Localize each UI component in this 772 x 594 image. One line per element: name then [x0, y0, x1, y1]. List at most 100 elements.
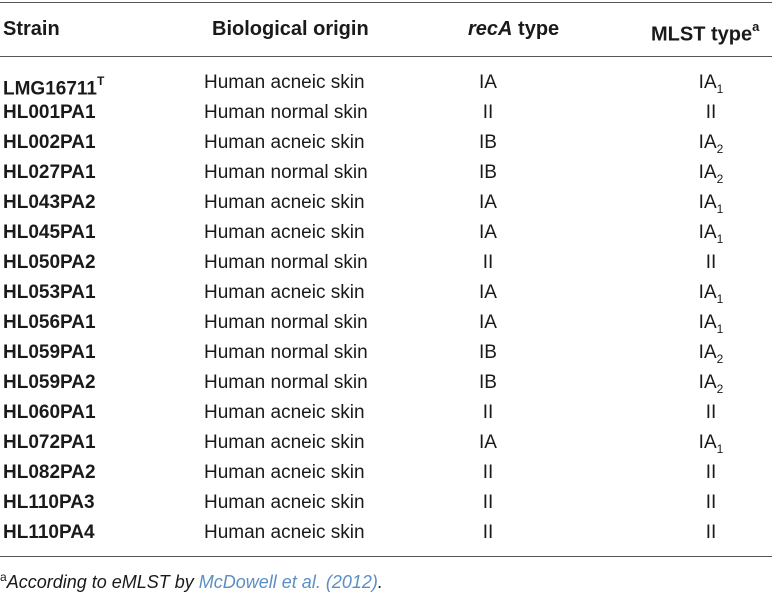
type-strain-mark: T — [97, 74, 105, 88]
mlst-subscript: 1 — [716, 442, 724, 456]
cell-strain: HL027PA1 — [3, 158, 96, 188]
mlst-value: IA — [698, 222, 717, 243]
cell-strain: HL001PA1 — [3, 98, 96, 128]
cell-mlst-type: IA2 — [681, 128, 741, 159]
strain-name: HL110PA4 — [3, 522, 95, 543]
cell-strain: HL082PA2 — [3, 458, 96, 488]
cell-reca-type: II — [482, 102, 494, 123]
cell-strain: HL002PA1 — [3, 128, 96, 158]
cell-mlst-type: IA1 — [681, 218, 741, 249]
strain-name: HL002PA1 — [3, 132, 96, 153]
strain-name: HL027PA1 — [3, 162, 96, 183]
header-reca-suffix: type — [512, 18, 560, 40]
mlst-value: II — [705, 492, 717, 513]
cell-mlst-type: II — [681, 458, 741, 488]
cell-mlst-type: IA1 — [681, 188, 741, 219]
cell-mlst-type: II — [681, 398, 741, 428]
cell-reca-type: II — [482, 522, 494, 543]
cell-strain: HL056PA1 — [3, 308, 96, 338]
cell-biological-origin: Human acneic skin — [204, 192, 365, 213]
cell-reca-type: IA — [479, 282, 497, 303]
cell-biological-origin: Human acneic skin — [204, 462, 365, 483]
mlst-value: II — [705, 402, 717, 423]
mlst-value: IA — [698, 372, 717, 393]
footnote-text: According to eMLST by — [6, 572, 199, 592]
table-row: LMG16711T Human acneic skin IA IA1 — [0, 68, 772, 99]
cell-strain: LMG16711T — [3, 68, 104, 104]
strain-name: HL045PA1 — [3, 222, 96, 243]
cell-mlst-type: IA1 — [681, 308, 741, 339]
cell-mlst-type: II — [681, 248, 741, 278]
cell-reca-type: IA — [479, 312, 497, 333]
footnote-reference-link[interactable]: McDowell et al. (2012) — [198, 572, 378, 592]
header-mlst-footnote-mark: a — [752, 19, 760, 34]
table-bottom-rule — [0, 556, 772, 557]
cell-reca-type: IB — [479, 372, 497, 393]
cell-biological-origin: Human normal skin — [204, 162, 368, 183]
header-rule — [0, 56, 772, 57]
table-row: HL082PA2 Human acneic skin II II — [0, 458, 772, 488]
cell-biological-origin: Human acneic skin — [204, 432, 365, 453]
strain-name: HL110PA3 — [3, 492, 95, 513]
cell-biological-origin: Human acneic skin — [204, 492, 365, 513]
cell-biological-origin: Human normal skin — [204, 102, 368, 123]
mlst-subscript: 2 — [716, 142, 724, 156]
mlst-value: II — [705, 462, 717, 483]
mlst-value: IA — [698, 342, 717, 363]
cell-strain: HL043PA2 — [3, 188, 96, 218]
cell-biological-origin: Human normal skin — [204, 312, 368, 333]
table-row: HL050PA2 Human normal skin II II — [0, 248, 772, 278]
table-top-rule — [0, 2, 772, 3]
mlst-value: IA — [698, 72, 717, 93]
mlst-subscript: 1 — [716, 82, 724, 96]
mlst-subscript: 2 — [716, 382, 724, 396]
strain-name: HL050PA2 — [3, 252, 96, 273]
cell-reca-type: IB — [479, 162, 497, 183]
cell-mlst-type: IA1 — [681, 278, 741, 309]
table-row: HL110PA4 Human acneic skin II II — [0, 518, 772, 548]
cell-reca-type: IA — [479, 432, 497, 453]
strain-name: HL072PA1 — [3, 432, 96, 453]
mlst-value: IA — [698, 192, 717, 213]
strain-name: HL001PA1 — [3, 102, 96, 123]
cell-reca-type: IA — [479, 192, 497, 213]
strain-name: HL059PA1 — [3, 342, 96, 363]
cell-strain: HL110PA4 — [3, 518, 95, 548]
mlst-value: II — [705, 102, 717, 123]
header-biological-origin: Biological origin — [212, 18, 369, 40]
mlst-subscript: 1 — [716, 202, 724, 216]
cell-reca-type: IB — [479, 132, 497, 153]
footnote-mark: a — [0, 570, 7, 584]
table-row: HL056PA1 Human normal skin IA IA1 — [0, 308, 772, 338]
cell-strain: HL050PA2 — [3, 248, 96, 278]
strain-name: HL059PA2 — [3, 372, 96, 393]
table-row: HL072PA1 Human acneic skin IA IA1 — [0, 428, 772, 458]
table-row: HL027PA1 Human normal skin IB IA2 — [0, 158, 772, 188]
cell-strain: HL059PA2 — [3, 368, 96, 398]
cell-mlst-type: IA2 — [681, 368, 741, 399]
header-strain: Strain — [3, 18, 60, 40]
header-mlst-label: MLST type — [651, 23, 753, 46]
cell-reca-type: IA — [479, 72, 497, 93]
mlst-subscript: 1 — [716, 292, 724, 306]
strain-name: HL043PA2 — [3, 192, 96, 213]
mlst-value: IA — [698, 282, 717, 303]
cell-mlst-type: II — [681, 98, 741, 128]
cell-biological-origin: Human acneic skin — [204, 282, 365, 303]
table-row: HL060PA1 Human acneic skin II II — [0, 398, 772, 428]
cell-mlst-type: IA2 — [681, 338, 741, 369]
strain-name: HL060PA1 — [3, 402, 96, 423]
table-row: HL001PA1 Human normal skin II II — [0, 98, 772, 128]
cell-mlst-type: II — [681, 518, 741, 548]
mlst-subscript: 2 — [716, 172, 724, 186]
cell-strain: HL110PA3 — [3, 488, 95, 518]
cell-biological-origin: Human normal skin — [204, 372, 368, 393]
table-row: HL059PA1 Human normal skin IB IA2 — [0, 338, 772, 368]
cell-strain: HL072PA1 — [3, 428, 96, 458]
cell-reca-type: II — [482, 492, 494, 513]
mlst-subscript: 1 — [716, 232, 724, 246]
cell-biological-origin: Human acneic skin — [204, 72, 365, 93]
mlst-subscript: 1 — [716, 322, 724, 336]
mlst-value: IA — [698, 162, 717, 183]
cell-strain: HL060PA1 — [3, 398, 96, 428]
